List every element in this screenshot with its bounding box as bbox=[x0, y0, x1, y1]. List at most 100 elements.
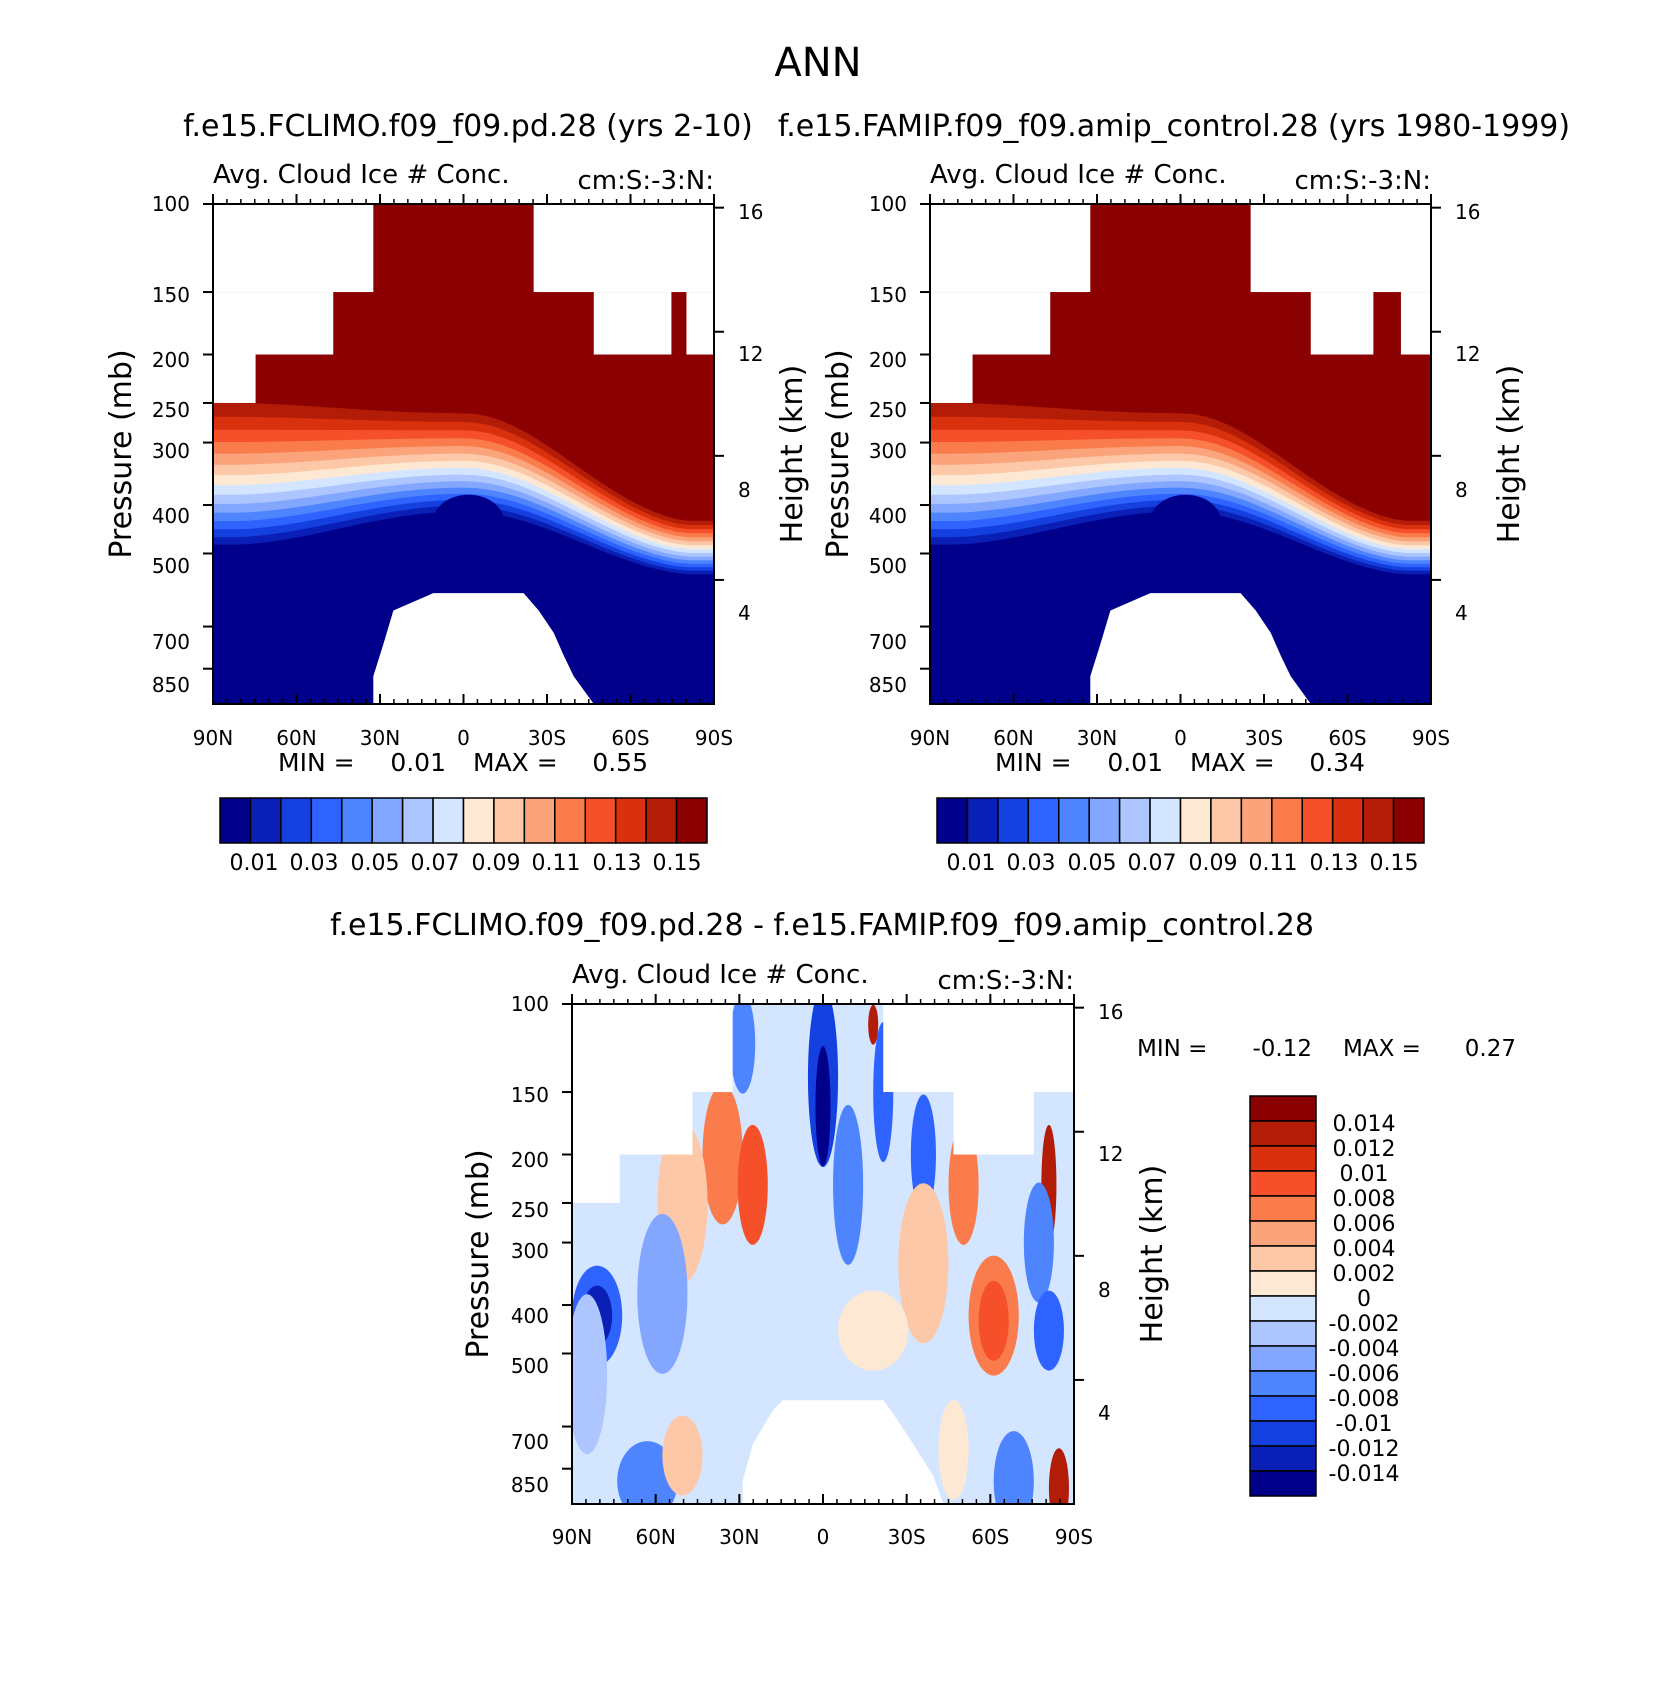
panel-1-ytick-150: 150 bbox=[152, 283, 190, 307]
colorbar-swatch bbox=[1331, 797, 1364, 844]
panel-2-ytick-250: 250 bbox=[869, 398, 907, 422]
panel-3-cbar-label-8: 0 bbox=[1357, 1287, 1371, 1312]
colorbar-swatch bbox=[280, 797, 313, 844]
core-minimum bbox=[433, 494, 504, 547]
colorbar-swatch bbox=[462, 797, 495, 844]
panel-1-cbar-label-0.13: 0.13 bbox=[593, 851, 642, 876]
colorbar-swatch bbox=[1249, 1320, 1317, 1347]
colorbar-swatch bbox=[1249, 1470, 1317, 1497]
panel-2-max-value: 0.34 bbox=[1309, 748, 1365, 777]
colorbar-swatch bbox=[1362, 797, 1395, 844]
panel-3-ytick-500: 500 bbox=[511, 1354, 549, 1378]
panel-2-xtick-90N: 90N bbox=[910, 726, 950, 750]
colorbar-swatch bbox=[645, 797, 678, 844]
panel-1-cbar-label-0.15: 0.15 bbox=[653, 851, 702, 876]
missing-lower-region bbox=[1090, 593, 1311, 704]
panel-2-ytick-700: 700 bbox=[869, 630, 907, 654]
panel-1-ytick-500: 500 bbox=[152, 554, 190, 578]
panel-2-min-label: MIN = bbox=[995, 748, 1072, 777]
panel-1-rtick-16: 16 bbox=[738, 200, 763, 224]
panel-2-cbar-label-0.09: 0.09 bbox=[1189, 851, 1238, 876]
missing-block bbox=[930, 292, 1051, 355]
colorbar-swatch bbox=[1027, 797, 1060, 844]
panel-1-cbar-label-0.01: 0.01 bbox=[230, 851, 279, 876]
missing-block bbox=[930, 204, 1091, 293]
missing-block bbox=[953, 1092, 1034, 1155]
panel-3-missing-mask bbox=[572, 1004, 1074, 1504]
panel-1-rtick-12: 12 bbox=[738, 342, 763, 366]
missing-block bbox=[213, 204, 374, 293]
panel-3-max-value: 0.27 bbox=[1465, 1036, 1516, 1062]
panel-3-rtick-8: 8 bbox=[1098, 1278, 1111, 1302]
colorbar-swatch bbox=[1240, 797, 1273, 844]
colorbar-swatch bbox=[1271, 797, 1303, 844]
panel-1-rtick-4: 4 bbox=[738, 601, 751, 625]
missing-block bbox=[213, 292, 334, 355]
colorbar-swatch bbox=[1249, 1395, 1317, 1422]
panel-3-ylabel: Pressure (mb) bbox=[461, 1149, 496, 1358]
panel-3-colorbar bbox=[1249, 1095, 1317, 1497]
panel-3-cbar-label-13: -0.01 bbox=[1336, 1412, 1393, 1437]
panel-1-cbar-label-0.05: 0.05 bbox=[351, 851, 400, 876]
panel-3-cbar-label-7: 0.002 bbox=[1333, 1262, 1396, 1287]
panel-2-field bbox=[930, 204, 1431, 704]
panel-1-ytick-400: 400 bbox=[152, 504, 190, 528]
panel-2-rtick-16: 16 bbox=[1455, 200, 1480, 224]
missing-lower-region bbox=[742, 1400, 944, 1504]
colorbar-swatch bbox=[1249, 1295, 1317, 1322]
panel-2-ytick-500: 500 bbox=[869, 554, 907, 578]
colorbar-swatch bbox=[1249, 1245, 1317, 1272]
panel-3-rtick-16: 16 bbox=[1098, 1000, 1123, 1024]
panel-2-ytick-300: 300 bbox=[869, 439, 907, 463]
colorbar-swatch bbox=[1058, 797, 1090, 844]
panel-3-cbar-label-5: 0.006 bbox=[1333, 1212, 1396, 1237]
panel-1-max-label: MAX = bbox=[473, 748, 558, 777]
colorbar-swatch bbox=[1249, 1445, 1317, 1472]
colorbar-swatch bbox=[341, 797, 373, 844]
panel-2-ylabel-right: Height (km) bbox=[1492, 365, 1527, 544]
panel-2-xtick-30N: 30N bbox=[1077, 726, 1117, 750]
panel-3-cbar-label-6: 0.004 bbox=[1333, 1237, 1396, 1262]
panel-2-ylabel: Pressure (mb) bbox=[821, 349, 856, 558]
panel-1-ylabel-right: Height (km) bbox=[775, 365, 810, 544]
panel-2-xtick-90S: 90S bbox=[1412, 726, 1450, 750]
panel-2-rtick-8: 8 bbox=[1455, 478, 1468, 502]
anomaly-blob bbox=[948, 1124, 979, 1245]
panel-3-xtick-90S: 90S bbox=[1055, 1525, 1093, 1549]
colorbar-swatch bbox=[1249, 1120, 1317, 1147]
panel-1-case-title: f.e15.FCLIMO.f09_f09.pd.28 (yrs 2-10) bbox=[183, 109, 753, 144]
anomaly-blob bbox=[702, 1084, 743, 1225]
missing-block bbox=[1310, 292, 1374, 355]
panel-1-units: cm:S:-3:N: bbox=[577, 166, 714, 196]
colorbar-swatch bbox=[614, 797, 647, 844]
panel-1-max-value: 0.55 bbox=[592, 748, 648, 777]
anomaly-blob bbox=[572, 1294, 608, 1455]
colorbar-swatch bbox=[1249, 1270, 1317, 1297]
panel-3-xtick-90N: 90N bbox=[552, 1525, 592, 1549]
colorbar-swatch bbox=[554, 797, 586, 844]
colorbar-swatch bbox=[1249, 1170, 1317, 1197]
panel-3-xtick-60S: 60S bbox=[971, 1525, 1009, 1549]
colorbar-swatch bbox=[997, 797, 1030, 844]
colorbar-swatch bbox=[493, 797, 526, 844]
colorbar-swatch bbox=[219, 797, 252, 844]
panel-3-cbar-label-3: 0.01 bbox=[1340, 1162, 1389, 1187]
panel-2-case-title: f.e15.FAMIP.f09_f09.amip_control.28 (yrs… bbox=[778, 109, 1570, 144]
colorbar-swatch bbox=[1249, 1420, 1317, 1447]
missing-block bbox=[593, 292, 672, 355]
panel-1-plot-title: Avg. Cloud Ice # Conc. bbox=[213, 160, 510, 190]
panel-3-ytick-850: 850 bbox=[511, 1473, 549, 1497]
panel-3-ytick-400: 400 bbox=[511, 1304, 549, 1328]
core-minimum bbox=[1150, 494, 1221, 547]
anomaly-blob bbox=[910, 1094, 936, 1215]
anomaly-blob bbox=[898, 1183, 949, 1344]
panel-2-xtick-0: 0 bbox=[1174, 726, 1187, 750]
anomaly-blob bbox=[637, 1213, 688, 1374]
panel-2-cbar-label-0.01: 0.01 bbox=[947, 851, 996, 876]
panel-3-cbar-label-9: -0.002 bbox=[1329, 1312, 1400, 1337]
panel-2-cbar-label-0.05: 0.05 bbox=[1068, 851, 1117, 876]
panel-1-ylabel: Pressure (mb) bbox=[104, 349, 139, 558]
panel-3-cbar-label-4: 0.008 bbox=[1333, 1187, 1396, 1212]
colorbar-swatch bbox=[1249, 1345, 1317, 1372]
panel-2-rtick-12: 12 bbox=[1455, 342, 1480, 366]
